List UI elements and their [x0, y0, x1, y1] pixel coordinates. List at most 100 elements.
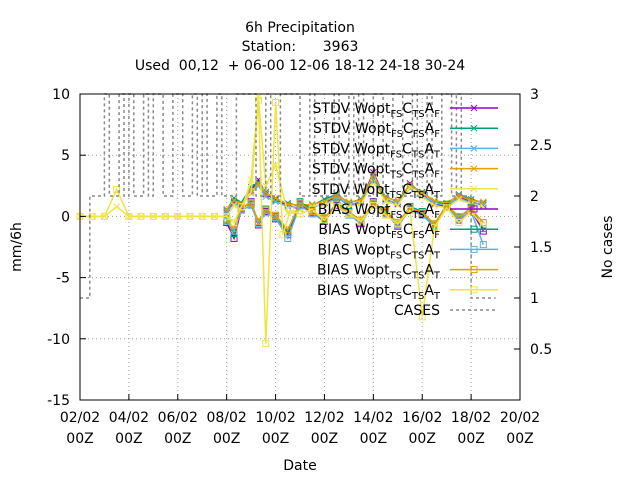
- legend-label-text: BIAS Wopt: [317, 263, 390, 279]
- data-point-stroke: [262, 182, 270, 190]
- legend-letter: C: [403, 222, 413, 238]
- data-point-x: [345, 198, 353, 206]
- data-point-x: [470, 145, 478, 152]
- x-tick-label-hour: 00Z: [409, 431, 436, 447]
- legend-subscript: TS: [389, 190, 402, 201]
- legend-letter: C: [402, 242, 412, 258]
- legend-label: STDV WoptFSCTSAF: [313, 101, 441, 120]
- legend-label: BIAS WoptFSCTSAF: [318, 202, 440, 221]
- data-point-square: [443, 204, 451, 212]
- x-tick-label-date: 14/02: [353, 410, 393, 426]
- x-tick-label-date: 02/02: [60, 410, 100, 426]
- legend-subscript: TS: [389, 170, 402, 181]
- data-point-square: [345, 210, 353, 218]
- data-point-square: [113, 185, 121, 193]
- y2-tick-label: 1.5: [530, 240, 552, 256]
- y2-tick-label: 3: [530, 87, 539, 103]
- legend-subscript: T: [433, 149, 441, 160]
- data-point-square: [230, 234, 238, 242]
- data-point-square: [470, 225, 478, 233]
- y2-tick-label: 1: [530, 291, 539, 307]
- data-point-x: [382, 198, 389, 206]
- legend-label-text: STDV Wopt: [313, 121, 391, 137]
- data-point-square: [479, 241, 487, 249]
- legend-label: STDV WoptFSCFSAF: [313, 121, 440, 140]
- x-tick-label-date: 04/02: [109, 410, 149, 426]
- x-tick-label-hour: 00Z: [66, 431, 93, 447]
- data-point-x: [247, 176, 255, 184]
- chart-title-line-1: 6h Precipitation: [245, 20, 355, 36]
- data-point-square: [418, 209, 426, 217]
- legend-subscript: TS: [389, 271, 402, 282]
- data-point-x: [113, 203, 121, 210]
- x-tick-label-date: 10/02: [255, 410, 295, 426]
- y2-tick-label: 2: [530, 189, 539, 205]
- data-point-x: [262, 182, 270, 190]
- data-point-square: [470, 286, 478, 294]
- data-point-stroke: [321, 198, 328, 206]
- legend-label-text: BIAS Wopt: [317, 283, 390, 299]
- legend-letter: A: [424, 283, 434, 299]
- data-point-square: [296, 210, 304, 218]
- data-point-square: [357, 217, 365, 225]
- data-point-square: [369, 201, 377, 209]
- y2-tick-label: 2.5: [530, 138, 552, 154]
- legend-letter: C: [403, 121, 413, 137]
- y-tick-label: 10: [52, 87, 70, 103]
- legend-subscript: FS: [413, 129, 425, 140]
- data-point-stroke: [418, 193, 426, 201]
- legend-letter: C: [402, 263, 412, 279]
- data-point-square: [296, 199, 304, 207]
- legend-subscript: TS: [411, 190, 424, 201]
- data-point-x: [321, 200, 328, 208]
- legend-letter: A: [424, 242, 434, 258]
- data-point-square: [262, 340, 270, 348]
- x-tick-label-hour: 00Z: [360, 431, 387, 447]
- x-tick-label-hour: 00Z: [457, 431, 484, 447]
- legend-entry: STDV WoptFSCTSAF: [313, 101, 498, 120]
- legend-subscript: T: [433, 291, 441, 302]
- data-point-x: [470, 185, 478, 193]
- data-point-stroke: [479, 198, 487, 206]
- legend-subscript: T: [433, 190, 441, 201]
- y-tick-label: -10: [47, 332, 70, 348]
- legend-entry: STDV WoptFSCFSAF: [313, 121, 498, 140]
- legend-label-text: STDV Wopt: [312, 141, 390, 157]
- data-point-stroke: [470, 185, 478, 193]
- legend-subscript: TS: [411, 170, 424, 181]
- legend-subscript: TS: [411, 271, 424, 282]
- data-point-x: [455, 195, 463, 203]
- x-tick-label-date: 08/02: [206, 410, 246, 426]
- legend-subscript: TS: [411, 109, 424, 120]
- legend-letter: A: [424, 182, 434, 198]
- legend-label-text: CASES: [394, 303, 440, 319]
- legend-label: CASES: [394, 303, 440, 319]
- data-point-square: [230, 219, 238, 227]
- data-point-stroke: [470, 104, 478, 112]
- data-point-x: [479, 198, 487, 206]
- legend-entry: BIAS WoptTSCTSAT: [317, 283, 498, 302]
- axes: 10 5 0 -5 -10 -15 3 2.5 2 1.5 1 0.5 02/02 00Z 04/02 00Z…: [47, 87, 552, 447]
- legend-letter: C: [402, 101, 412, 117]
- data-point-square: [470, 245, 478, 253]
- data-point-square: [455, 219, 463, 227]
- data-point-square: [430, 223, 438, 231]
- data-point-square: [125, 212, 133, 220]
- legend-label-text: STDV Wopt: [312, 182, 390, 198]
- legend-subscript: TS: [411, 210, 424, 221]
- y-tick-label: 5: [61, 148, 70, 164]
- legend-letter: A: [425, 202, 435, 218]
- legend-label: BIAS WoptTSCTSAT: [317, 283, 441, 302]
- legend-subscript: F: [434, 210, 440, 221]
- legend-letter: C: [402, 182, 412, 198]
- data-point-stroke: [113, 203, 121, 210]
- y-tick-label: -5: [56, 271, 70, 287]
- legend-entry: STDV WoptTSCTSAT: [312, 182, 498, 201]
- legend-label: STDV WoptTSCTSAT: [312, 182, 441, 201]
- data-point-square: [247, 199, 255, 207]
- data-point-stroke: [369, 168, 377, 176]
- legend-subscript: T: [433, 250, 441, 261]
- data-point-square: [320, 216, 328, 224]
- data-point-square: [186, 212, 194, 220]
- y2-tick-label: 0.5: [530, 342, 552, 358]
